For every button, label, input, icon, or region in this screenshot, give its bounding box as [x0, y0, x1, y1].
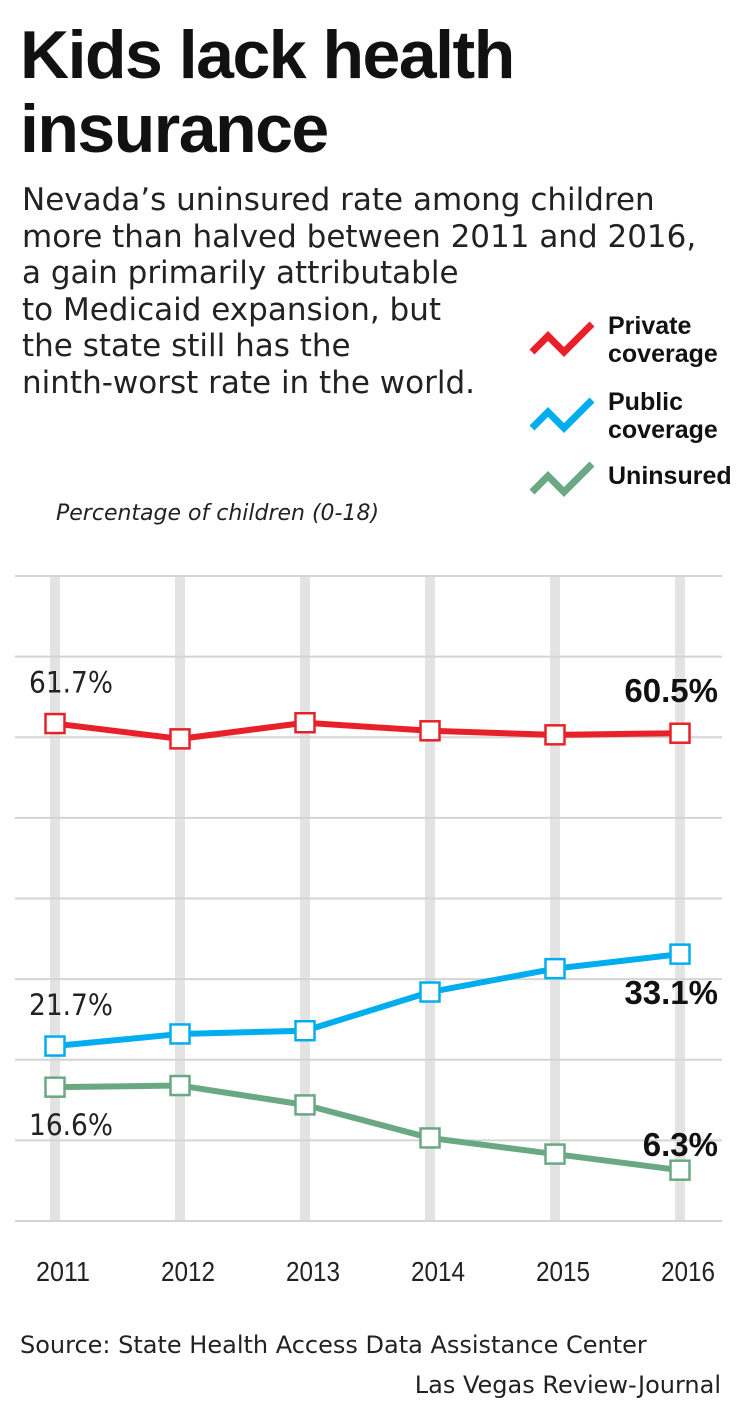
legend-label-private: Private coverage [608, 312, 718, 368]
data-point-marker [169, 728, 191, 750]
x-tick-label: 2015 [536, 1256, 590, 1287]
zigzag-line-icon [529, 397, 595, 433]
start-value-label: 16.6% [29, 1108, 113, 1142]
zigzag-line-icon [529, 461, 595, 497]
data-point-marker [294, 1019, 316, 1042]
y-units-label: Percentage of children (0-18) [56, 501, 380, 526]
series-line [52, 719, 683, 742]
x-tick-label: 2012 [161, 1256, 215, 1287]
data-point-marker [169, 1074, 191, 1097]
data-point-marker [419, 981, 441, 1003]
end-value-label: 33.1% [624, 974, 718, 1011]
data-point-marker [44, 1076, 66, 1098]
data-point-marker [419, 720, 441, 742]
start-value-label: 61.7% [29, 666, 113, 700]
chart-description: Nevada’s uninsured rate among children m… [22, 182, 696, 401]
series-line [52, 951, 683, 1050]
description-line: ninth-worst rate in the world. [22, 364, 475, 401]
start-value-label: 21.7% [29, 988, 113, 1022]
line-chart: 2011 2012 2013 2014 2015 2016 61.7% 60.5% 21.7% 3… [15, 575, 722, 1287]
series-line [52, 1082, 683, 1174]
description-line: to Medicaid expansion, but [22, 291, 442, 328]
data-point-marker [669, 1159, 691, 1181]
chart-title: Kids lack health insurance [20, 17, 515, 167]
legend-label-public: Public coverage [608, 388, 718, 444]
zigzag-line-icon [529, 321, 595, 357]
end-value-label: 6.3% [643, 1126, 718, 1163]
data-point-marker [294, 1094, 316, 1116]
data-point-marker [44, 712, 66, 735]
data-point-marker [669, 722, 691, 744]
x-tick-label: 2011 [36, 1256, 90, 1287]
data-point-marker [169, 1023, 191, 1045]
data-point-marker [544, 724, 566, 746]
x-tick-label: 2016 [661, 1256, 715, 1287]
data-point-marker [419, 1127, 441, 1149]
description-line: more than halved between 2011 and 2016, [22, 218, 697, 255]
data-point-marker [44, 1035, 66, 1057]
data-point-marker [544, 1143, 566, 1165]
legend-label-uninsured: Uninsured [608, 462, 732, 490]
end-value-label: 60.5% [624, 672, 718, 709]
x-tick-label: 2013 [286, 1256, 340, 1287]
data-point-marker [294, 711, 316, 734]
data-point-marker [544, 957, 566, 980]
publisher-credit: Las Vegas Review-Journal [414, 1371, 721, 1399]
description-line: a gain primarily attributable [22, 255, 459, 291]
description-line: Nevada’s uninsured rate among children [22, 182, 655, 218]
description-line: the state still has the [22, 328, 351, 364]
data-point-marker [669, 943, 691, 965]
source-note: Source: State Health Access Data Assista… [20, 1331, 647, 1359]
x-tick-label: 2014 [411, 1256, 465, 1287]
